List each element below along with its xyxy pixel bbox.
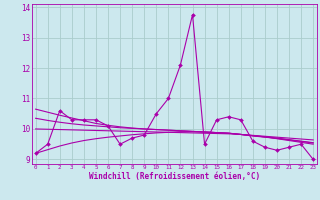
X-axis label: Windchill (Refroidissement éolien,°C): Windchill (Refroidissement éolien,°C) [89,172,260,181]
